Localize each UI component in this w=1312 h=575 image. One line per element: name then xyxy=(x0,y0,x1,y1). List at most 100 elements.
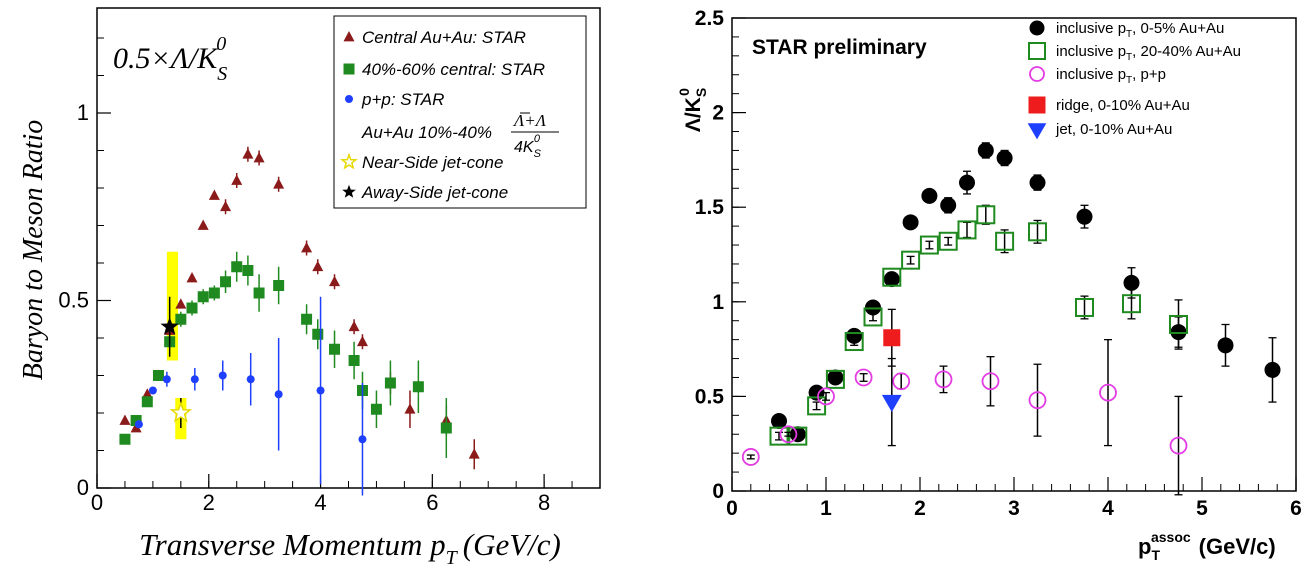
jet-cone-band xyxy=(166,251,179,361)
data-point xyxy=(253,151,265,163)
data-point xyxy=(384,377,396,389)
data-point xyxy=(1169,436,1188,455)
data-point xyxy=(242,148,254,159)
left-legend-fraction-denominator: 4KS0 xyxy=(514,133,542,160)
data-point xyxy=(940,197,957,214)
data-point xyxy=(190,375,199,384)
data-point xyxy=(208,189,220,200)
data-point xyxy=(301,313,313,325)
y-tick-label: 0 xyxy=(77,475,89,500)
y-tick-label: 1 xyxy=(712,291,724,314)
legend-marker xyxy=(1027,123,1047,140)
data-point xyxy=(902,214,919,231)
legend-marker xyxy=(1028,96,1046,114)
data-point xyxy=(977,142,994,159)
data-point xyxy=(148,386,157,395)
legend-marker xyxy=(1029,20,1045,36)
data-point xyxy=(246,375,255,384)
data-point xyxy=(197,291,209,303)
data-point xyxy=(231,261,243,273)
x-tick-label: 6 xyxy=(426,490,438,515)
right-x-axis-label: pTassoc (GeV/c) xyxy=(1138,529,1276,563)
left-data-points xyxy=(119,146,480,496)
data-point xyxy=(1264,361,1281,378)
data-point xyxy=(1075,297,1094,317)
legend-marker xyxy=(343,63,355,75)
left-legend-label-peripheral: 40%-60% central: STAR xyxy=(362,60,545,79)
x-tick-label: 2 xyxy=(203,490,215,515)
x-tick-label: 6 xyxy=(1290,497,1302,520)
left-legend-markers xyxy=(340,30,358,198)
data-point xyxy=(186,271,198,283)
legend-marker xyxy=(1028,42,1046,60)
data-point xyxy=(162,375,171,384)
data-point xyxy=(119,433,131,445)
right-legend-label-pp: inclusive pT, p+p xyxy=(1056,66,1166,86)
right-legend-label-central: inclusive pT, 0-5% Au+Au xyxy=(1056,20,1224,40)
right-legend-label-ridge: ridge, 0-10% Au+Au xyxy=(1056,97,1190,114)
left-legend-fraction-numerator: Λ+Λ xyxy=(512,111,547,130)
data-point xyxy=(356,335,368,347)
right-legend: inclusive pT, 0-5% Au+Au inclusive pT, 2… xyxy=(1027,20,1241,140)
data-point xyxy=(741,448,760,466)
data-point xyxy=(169,401,193,423)
data-point xyxy=(854,368,873,387)
data-point xyxy=(440,422,452,434)
data-point xyxy=(312,260,324,272)
data-point xyxy=(1029,174,1046,191)
data-point xyxy=(134,420,143,429)
data-point xyxy=(231,174,243,185)
right-chart: 0 1 2 3 4 5 6 0 0.5 1 1.5 2 2.5 STAR preliminary Λ/K… xyxy=(676,7,1302,563)
data-point xyxy=(274,390,283,399)
y-tick-label: 1 xyxy=(77,100,89,125)
data-point xyxy=(253,287,265,299)
data-point xyxy=(1217,337,1234,354)
x-tick-label: 5 xyxy=(1196,497,1208,520)
data-point xyxy=(995,231,1015,251)
data-point xyxy=(881,394,902,412)
y-tick-label: 0.5 xyxy=(695,385,725,408)
left-legend-label-near-side: Near-Side jet-cone xyxy=(362,153,503,172)
data-point xyxy=(1099,383,1117,402)
data-point xyxy=(817,387,835,406)
data-point xyxy=(996,150,1013,167)
left-chart: 0 2 4 6 8 0 0.5 1 0.5×Λ/KS0 Baryon to Meson Rat… xyxy=(18,7,601,569)
data-point xyxy=(220,200,232,212)
data-point xyxy=(921,187,938,204)
data-point xyxy=(1122,294,1141,314)
right-data-points xyxy=(741,142,1281,496)
x-tick-label: 1 xyxy=(820,497,832,520)
x-tick-label: 4 xyxy=(314,490,326,515)
right-legend-label-jet: jet, 0-10% Au+Au xyxy=(1055,121,1172,138)
data-point xyxy=(141,388,153,399)
data-point xyxy=(329,343,341,355)
right-axis-ticks: 0 1 2 3 4 5 6 0 0.5 1 1.5 2 2.5 xyxy=(695,7,1302,520)
data-point xyxy=(468,448,480,459)
legend-marker xyxy=(340,152,358,170)
y-tick-label: 0 xyxy=(712,480,724,503)
data-point xyxy=(771,412,787,429)
left-title: 0.5×Λ/KS0 xyxy=(113,33,227,85)
data-point xyxy=(976,205,996,225)
data-point xyxy=(175,313,187,325)
data-point xyxy=(959,174,975,191)
data-point xyxy=(981,372,1000,391)
y-tick-label: 2 xyxy=(712,102,724,125)
right-legend-label-midcentral: inclusive pT, 20-40% Au+Au xyxy=(1056,43,1241,63)
data-point xyxy=(312,328,324,340)
data-point xyxy=(882,267,902,287)
left-legend-label-central: Central Au+Au: STAR xyxy=(362,28,526,47)
right-y-axis-label: Λ/KS0 xyxy=(676,88,709,132)
data-point xyxy=(273,280,285,291)
data-point xyxy=(412,381,424,393)
data-point xyxy=(919,235,939,255)
x-tick-label: 2 xyxy=(914,497,926,520)
data-point xyxy=(863,307,883,327)
data-point xyxy=(934,370,953,389)
left-y-axis-label: Baryon to Meson Ratio xyxy=(18,120,49,381)
data-point xyxy=(1028,391,1047,410)
data-point xyxy=(404,403,416,414)
data-point xyxy=(938,231,958,251)
y-tick-label: 0.5 xyxy=(58,288,89,313)
